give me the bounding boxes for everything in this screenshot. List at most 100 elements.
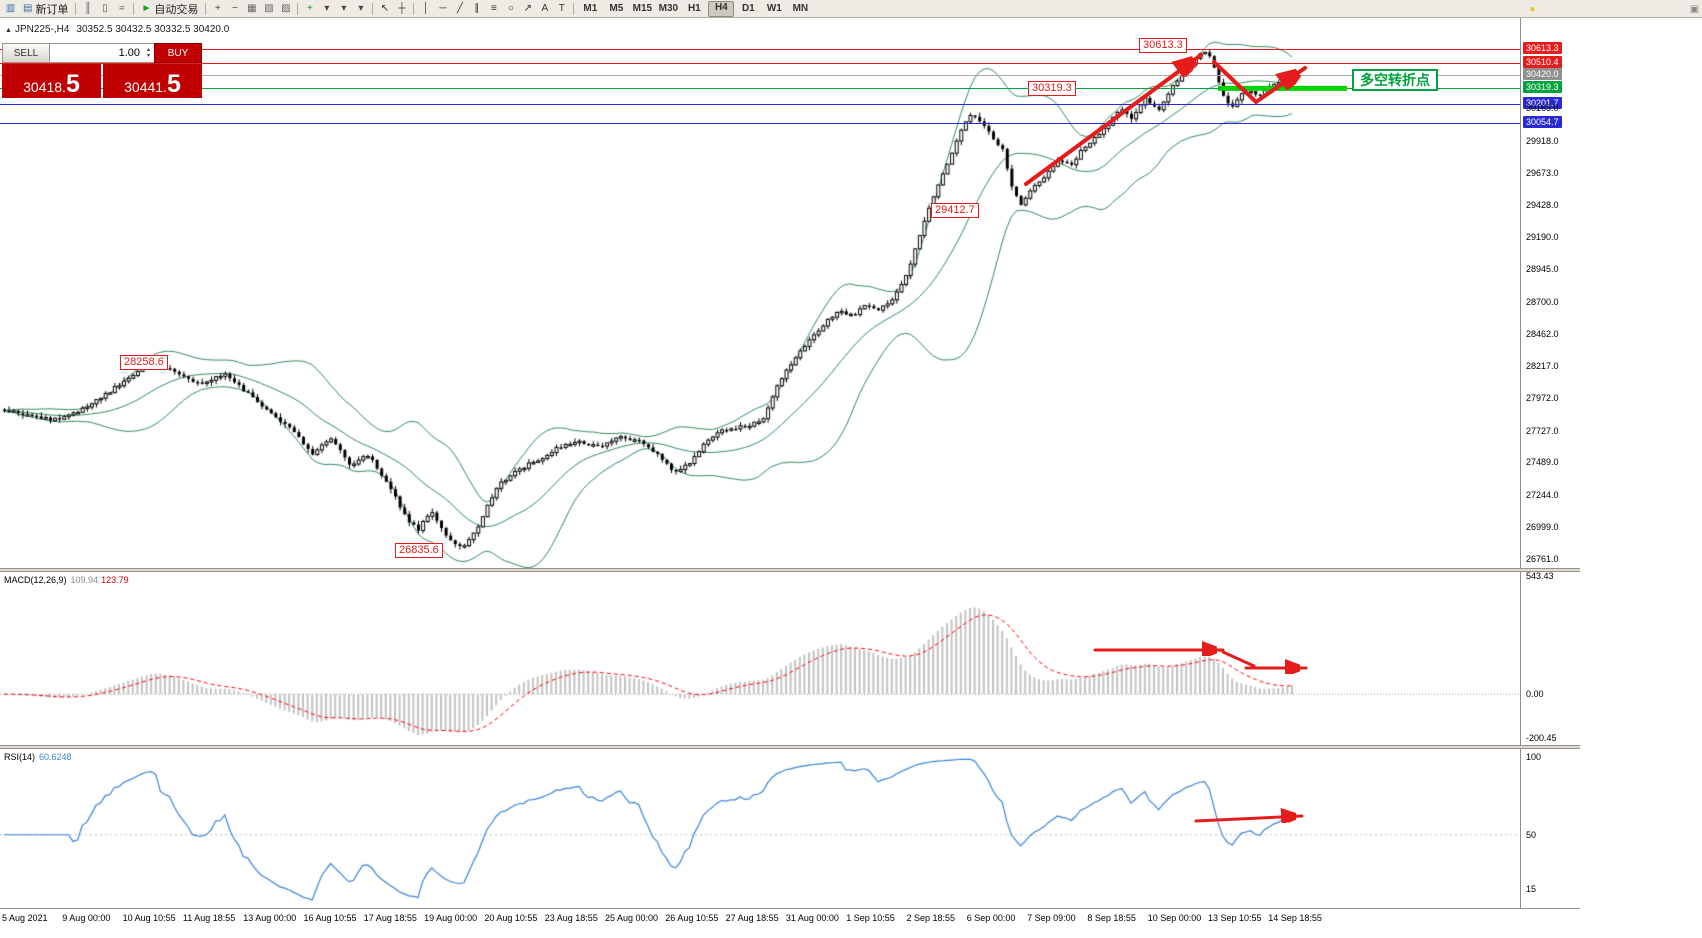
toolbar-separator: [133, 2, 135, 15]
time-axis-label: 27 Aug 18:55: [725, 913, 779, 923]
spin-down-icon[interactable]: ▾: [146, 53, 150, 59]
price-chart-canvas[interactable]: [0, 18, 1520, 568]
current-price-line[interactable]: [0, 74, 1520, 76]
time-axis[interactable]: 5 Aug 2021 9 Aug 00:00 10 Aug 10:55 11 Aug …: [0, 908, 1580, 938]
fibonacci-icon[interactable]: ≡: [485, 1, 502, 17]
timeframe-mn-button[interactable]: MN: [792, 2, 809, 14]
shapes-icon-glyph: ○: [507, 2, 514, 14]
timeframe-d1-button[interactable]: D1: [741, 2, 755, 14]
price-axis[interactable]: 30613.3 30510.4 30420.0 30319.3 30201.7 30163…: [1520, 0, 1600, 938]
timeframe-h1-button[interactable]: H1: [687, 2, 701, 14]
price-axis-tick: 27727.0: [1526, 425, 1559, 436]
price-axis-tick: 26999.0: [1526, 522, 1559, 533]
candlestick-chart-icon[interactable]: ▯: [96, 1, 113, 17]
time-axis-label: 31 Aug 00:00: [785, 913, 839, 923]
volume-field[interactable]: 1.00 ▴ ▾: [50, 43, 154, 63]
buy-price-pip: 5: [166, 70, 181, 98]
zoom-in-icon[interactable]: +: [209, 1, 226, 17]
rsi-canvas[interactable]: [0, 749, 1520, 908]
buy-price: 30441.: [124, 79, 167, 95]
zoom-out-icon[interactable]: −: [226, 1, 243, 17]
trendline-icon[interactable]: ╱: [451, 1, 468, 17]
macd-canvas[interactable]: [0, 572, 1520, 745]
time-axis-label: 6 Sep 00:00: [966, 913, 1016, 923]
trendline-icon-glyph: ╱: [456, 2, 463, 14]
time-axis-label: 7 Sep 09:00: [1027, 913, 1076, 923]
new-order-button[interactable]: ▤ 新订单: [19, 1, 72, 17]
rsi-panel: RSI(14) 60.6248: [0, 749, 1520, 908]
navigator-icon[interactable]: ▨: [277, 1, 294, 17]
time-axis-label: 25 Aug 00:00: [605, 913, 659, 923]
sell-button[interactable]: SELL: [2, 43, 50, 63]
price-axis-tick: 29428.0: [1526, 200, 1559, 211]
bar-chart-icon[interactable]: ║: [79, 1, 96, 17]
zoom-in-icon-glyph: +: [214, 2, 221, 14]
text-icon[interactable]: A: [536, 1, 553, 17]
horizontal-level-line[interactable]: [0, 103, 1520, 105]
cascade-windows-icon[interactable]: ▧: [260, 1, 277, 17]
macd-axis-tick: -200.45: [1526, 732, 1557, 743]
timeframe-m30-button[interactable]: M30: [658, 2, 679, 14]
cursor-icon[interactable]: ↖: [376, 1, 393, 17]
time-axis-label: 1 Sep 10:55: [846, 913, 895, 923]
volume-spinner[interactable]: ▴ ▾: [143, 47, 154, 59]
sell-price-button[interactable]: 30418. 5: [2, 64, 101, 98]
periods-dropdown-icon-glyph: ▾: [341, 2, 347, 14]
equidistant-channel-icon[interactable]: ∥: [468, 1, 485, 17]
macd-panel: MACD(12,26,9) 109.94 123.79: [0, 572, 1520, 745]
time-axis-label: 11 Aug 18:55: [182, 913, 236, 923]
horizontal-level-line[interactable]: [0, 63, 1520, 64]
text-label-icon[interactable]: T: [553, 1, 570, 17]
chat-icon[interactable]: ▣: [1689, 3, 1700, 15]
current-price-axis-label: 30420.0: [1523, 67, 1562, 80]
horizontal-line-icon[interactable]: ─: [434, 1, 451, 17]
rsi-axis-tick: 15: [1526, 884, 1537, 895]
crosshair-icon[interactable]: ┼: [393, 1, 410, 17]
indicators-dropdown-icon[interactable]: ▾: [318, 1, 335, 17]
horizontal-level-line[interactable]: [0, 49, 1520, 51]
indicators-add-icon[interactable]: +: [301, 1, 318, 17]
time-axis-label: 10 Aug 10:55: [122, 913, 176, 923]
app-chart-icon-glyph: ▥: [5, 2, 16, 14]
tile-windows-icon[interactable]: ▦: [243, 1, 260, 17]
macd-label: MACD(12,26,9) 109.94 123.79: [4, 575, 129, 585]
autotrading-button[interactable]: ► 自动交易: [137, 1, 202, 17]
toolbar-separator: [75, 2, 77, 15]
timeframe-w1-button[interactable]: W1: [766, 2, 782, 14]
zoom-out-icon-glyph: −: [231, 2, 238, 14]
time-axis-label: 2 Sep 18:55: [906, 913, 956, 923]
timeframe-m1-button[interactable]: M1: [583, 2, 598, 14]
time-axis-label: 23 Aug 18:55: [544, 913, 598, 923]
new-order-button-label: 新订单: [35, 3, 69, 16]
horizontal-level-line[interactable]: [0, 88, 1520, 90]
templates-dropdown-icon[interactable]: ▾: [352, 1, 369, 17]
line-chart-icon[interactable]: ≈: [113, 1, 130, 17]
indicators-dropdown-icon-glyph: ▾: [324, 2, 330, 14]
panel-splitter[interactable]: [0, 745, 1580, 749]
spin-up-icon[interactable]: ▴: [146, 47, 150, 53]
timeframe-m15-button[interactable]: M15: [632, 2, 653, 14]
equidistant-channel-icon-glyph: ∥: [474, 2, 480, 14]
buy-button[interactable]: BUY: [154, 43, 202, 63]
periods-dropdown-icon[interactable]: ▾: [335, 1, 352, 17]
level-price-axis-label: 30054.7: [1523, 116, 1562, 129]
buy-price-button[interactable]: 30441. 5: [103, 64, 202, 98]
toolbar-separator: [297, 2, 299, 15]
timeframe-m5-button[interactable]: M5: [609, 2, 624, 14]
rsi-value: 60.6248: [39, 752, 72, 762]
crosshair-icon-glyph: ┼: [398, 2, 406, 14]
autotrading-button-icon: ►: [141, 2, 152, 14]
horizontal-level-line[interactable]: [0, 123, 1520, 125]
app-chart-icon[interactable]: ▥: [2, 1, 19, 17]
notifications-icon[interactable]: ●: [1529, 3, 1536, 15]
rsi-axis-tick: 50: [1526, 829, 1537, 840]
vertical-line-icon[interactable]: │: [417, 1, 434, 17]
panel-splitter[interactable]: [0, 568, 1580, 572]
shapes-icon[interactable]: ○: [502, 1, 519, 17]
text-label-icon-glyph: T: [558, 2, 565, 14]
timeframe-h4-button[interactable]: H4: [708, 0, 735, 17]
macd-axis-tick: 543.43: [1526, 570, 1554, 581]
macd-axis-tick: 0.00: [1526, 689, 1544, 700]
symbol-period-text: JPN225-,H4: [14, 24, 70, 35]
arrows-icon[interactable]: ↗: [519, 1, 536, 17]
